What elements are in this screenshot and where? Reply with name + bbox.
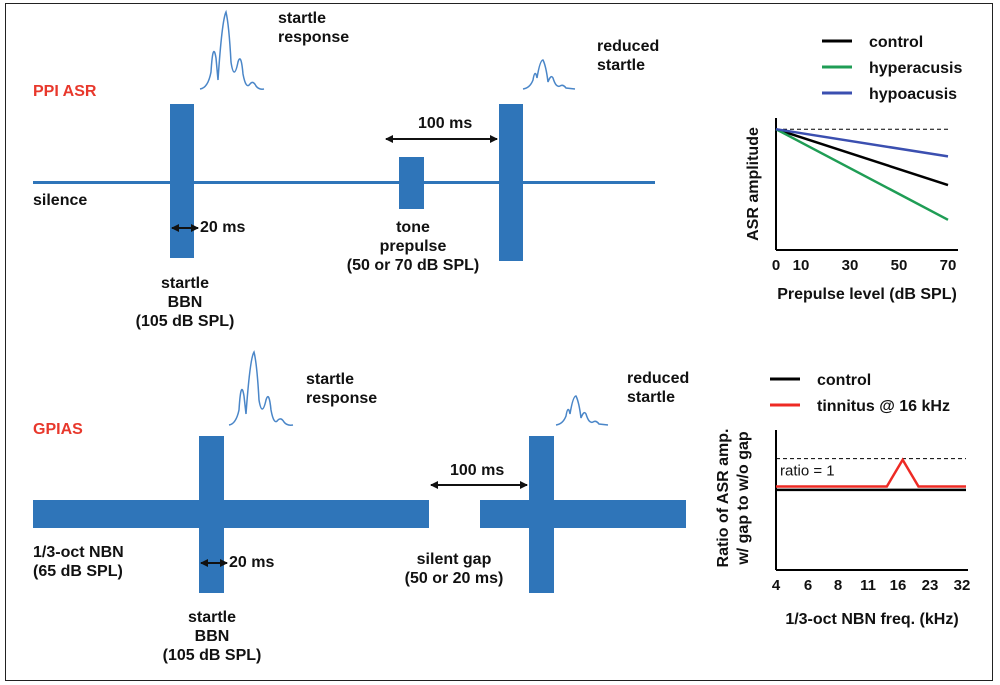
gpias-chart-tick-label: 32 (954, 577, 971, 594)
gpias-chart-legend-label: control (817, 372, 871, 389)
ppi-startle-response-label: startle response (278, 10, 350, 46)
ppi-interval-label: 100 ms (418, 115, 473, 132)
ppi-chart-series-hyperacusis (775, 128, 949, 221)
gpias-noise-band-left (33, 500, 429, 528)
ppi-chart-tick-label: 70 (940, 257, 957, 274)
ppi-chart-legend-label: hypoacusis (869, 86, 957, 103)
ppi-chart-tick-label: 10 (793, 257, 810, 274)
ppi-chart-series-control (775, 128, 949, 187)
gpias-reduced-startle-label: reduced startle (627, 370, 690, 406)
ppi-chart-xlabel: Prepulse level (dB SPL) (777, 286, 957, 303)
gpias-chart-tick-label: 16 (890, 577, 907, 594)
gpias-background-label: 1/3-oct NBN (65 dB SPL) (33, 544, 124, 580)
gpias-chart-reference-label: ratio = 1 (780, 463, 835, 480)
gpias-chart-ylabel-line2: w/ gap to w/o gap (735, 431, 752, 566)
ppi-chart-tick-label: 30 (842, 257, 859, 274)
gpias-chart-xlabel: 1/3-oct NBN freq. (kHz) (785, 611, 958, 628)
gpias-chart: Ratio of ASR amp. w/ gap to w/o gap 1/3-… (715, 372, 970, 628)
gpias-title: GPIAS (33, 421, 83, 438)
gpias-startle-waveform (228, 350, 294, 426)
gpias-chart-tick-label: 6 (804, 577, 812, 594)
ppi-startle-waveform (199, 9, 265, 90)
ppi-reduced-startle-label: reduced startle (597, 38, 660, 74)
gpias-startle-stim-label: startle BBN (105 dB SPL) (162, 609, 262, 664)
ppi-reduced-startle-block (499, 104, 523, 261)
gpias-chart-tick-label: 8 (834, 577, 842, 594)
ppi-startle-stim-label: startle BBN (105 dB SPL) (135, 275, 235, 330)
gpias-chart-tick-label: 11 (860, 577, 876, 594)
gpias-reduced-startle-block (529, 436, 554, 593)
ppi-reduced-waveform (522, 59, 576, 90)
ppi-silence-label: silence (33, 192, 88, 209)
ppi-chart-legend-label: control (869, 34, 923, 51)
gpias-chart-series-tinnitus-16-khz (776, 457, 966, 488)
gpias-interval-label: 100 ms (450, 462, 505, 479)
gpias-duration-label: 20 ms (229, 554, 275, 571)
ppi-chart-series-hypoacusis (775, 127, 949, 158)
gpias-reduced-waveform (555, 395, 609, 426)
gpias-noise-band-right (480, 500, 686, 528)
gpias-chart-ylabel-line1: Ratio of ASR amp. (715, 429, 732, 568)
ppi-chart-tick-label: 50 (891, 257, 908, 274)
figure-frame (5, 3, 993, 681)
ppi-chart-legend-label: hyperacusis (869, 60, 962, 77)
gpias-gap-label: silent gap (50 or 20 ms) (404, 551, 504, 587)
gpias-chart-tick-label: 23 (922, 577, 939, 594)
gpias-startle-response-label: startle response (306, 371, 378, 407)
ppi-chart-ylabel: ASR amplitude (745, 127, 762, 241)
ppi-title: PPI ASR (33, 83, 97, 100)
ppi-prepulse-block (399, 157, 424, 209)
ppi-startle-block (170, 104, 194, 258)
ppi-duration-label: 20 ms (200, 219, 246, 236)
gpias-chart-tick-label: 4 (772, 577, 781, 594)
ppi-silence-line (33, 181, 655, 184)
gpias-chart-legend-label: tinnitus @ 16 kHz (817, 398, 950, 415)
ppi-chart-tick-label: 0 (772, 257, 780, 274)
ppi-prepulse-label: tone prepulse (50 or 70 dB SPL) (346, 219, 480, 274)
